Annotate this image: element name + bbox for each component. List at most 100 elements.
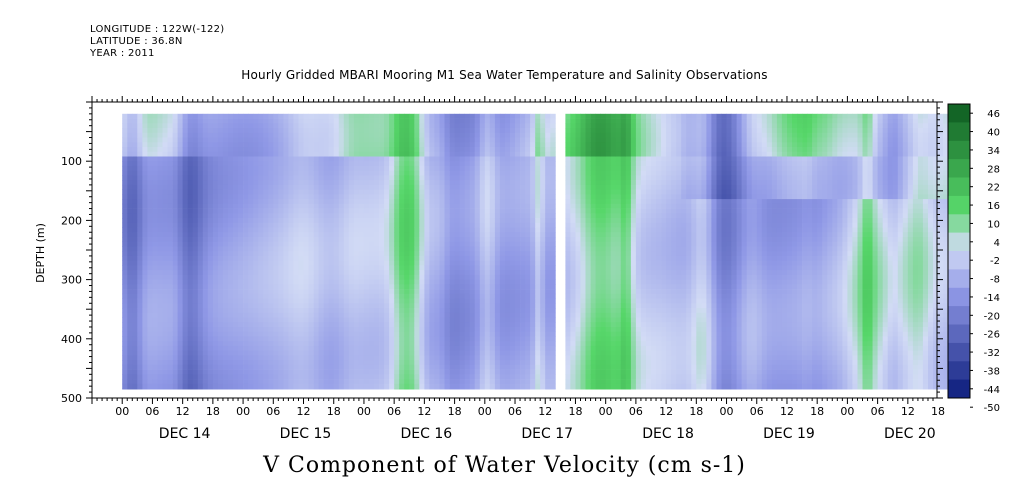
heatmap-cell xyxy=(389,222,395,228)
heatmap-cell xyxy=(278,317,284,323)
heatmap-cell xyxy=(389,379,395,385)
heatmap-cell xyxy=(318,170,324,176)
heatmap-cell xyxy=(137,189,143,195)
heatmap-cell xyxy=(233,350,239,356)
heatmap-cell xyxy=(510,180,516,186)
heatmap-cell xyxy=(212,113,219,119)
heatmap-cell xyxy=(217,137,224,143)
heatmap-cell xyxy=(379,317,385,323)
heatmap-cell xyxy=(379,142,385,148)
heatmap-cell xyxy=(293,260,299,266)
heatmap-cell xyxy=(248,327,254,333)
heatmap-cell xyxy=(217,142,224,148)
heatmap-cell xyxy=(459,260,465,266)
heatmap-cell xyxy=(494,369,501,375)
heatmap-cell xyxy=(152,251,158,257)
heatmap-cell xyxy=(122,161,128,167)
heatmap-cell xyxy=(338,165,345,171)
heatmap-cell xyxy=(313,327,319,333)
heatmap-cell xyxy=(369,232,375,238)
heatmap-cell xyxy=(469,289,476,295)
heatmap-cell xyxy=(217,303,224,309)
heatmap-cell xyxy=(389,322,395,328)
heatmap-cell xyxy=(474,369,481,375)
heatmap-cell xyxy=(217,237,224,243)
heatmap-cell xyxy=(338,161,345,167)
heatmap-cell xyxy=(152,331,158,337)
heatmap-cell xyxy=(389,308,395,314)
heatmap-cell xyxy=(510,345,516,351)
heatmap-cell xyxy=(233,218,239,224)
heatmap-cell xyxy=(338,260,345,266)
heatmap-cell xyxy=(303,237,309,243)
heatmap-cell xyxy=(449,369,455,375)
heatmap-cell xyxy=(228,232,234,238)
heatmap-cell xyxy=(207,322,214,328)
heatmap-cell xyxy=(177,241,183,247)
heatmap-cell xyxy=(358,151,365,157)
heatmap-cell xyxy=(278,388,284,390)
heatmap-cell xyxy=(308,142,314,148)
heatmap-cell xyxy=(525,147,531,153)
heatmap-cell xyxy=(152,156,158,162)
heatmap-cell xyxy=(308,341,314,347)
heatmap-cell xyxy=(197,279,204,285)
heatmap-cell xyxy=(233,165,239,171)
heatmap-cell xyxy=(132,379,138,385)
heatmap-cell xyxy=(233,170,239,176)
heatmap-cell xyxy=(283,213,289,219)
heatmap-cell xyxy=(459,137,465,143)
heatmap-cell xyxy=(484,312,491,318)
heatmap-cell xyxy=(137,341,143,347)
heatmap-cell xyxy=(142,213,148,219)
heatmap-cell xyxy=(202,194,209,200)
heatmap-cell xyxy=(469,331,476,337)
heatmap-cell xyxy=(217,165,224,171)
heatmap-cell xyxy=(212,270,219,276)
heatmap-cell xyxy=(454,255,460,261)
heatmap-cell xyxy=(132,336,138,342)
heatmap-cell xyxy=(192,128,199,134)
heatmap-cell xyxy=(505,132,511,138)
heatmap-cell xyxy=(278,147,284,153)
heatmap-cell xyxy=(278,355,284,361)
heatmap-cell xyxy=(187,161,194,167)
heatmap-cell xyxy=(288,289,294,295)
heatmap-cell xyxy=(303,341,309,347)
heatmap-cell xyxy=(520,203,526,209)
heatmap-cell xyxy=(313,208,319,214)
heatmap-cell xyxy=(358,317,365,323)
heatmap-cell xyxy=(444,284,450,290)
heatmap-cell xyxy=(540,118,546,124)
heatmap-cell xyxy=(162,189,168,195)
heatmap-cell xyxy=(298,364,304,370)
heatmap-cell xyxy=(333,327,340,333)
heatmap-cell xyxy=(323,303,330,309)
heatmap-cell xyxy=(404,156,410,162)
heatmap-cell xyxy=(192,312,199,318)
heatmap-cell xyxy=(358,379,365,385)
heatmap-cell xyxy=(308,312,314,318)
heatmap-cell xyxy=(459,251,465,257)
heatmap-cell xyxy=(238,199,244,205)
heatmap-cell xyxy=(243,227,249,233)
heatmap-cell xyxy=(474,175,481,181)
heatmap-cell xyxy=(374,165,380,171)
heatmap-cell xyxy=(419,194,425,200)
heatmap-cell xyxy=(217,260,224,266)
heatmap-cell xyxy=(489,194,496,200)
heatmap-cell xyxy=(444,265,450,271)
heatmap-cell xyxy=(510,170,516,176)
heatmap-cell xyxy=(258,147,264,153)
heatmap-cell xyxy=(363,147,370,153)
heatmap-cell xyxy=(469,213,476,219)
heatmap-cell xyxy=(333,199,340,205)
heatmap-cell xyxy=(152,336,158,342)
heatmap-cell xyxy=(202,246,209,252)
heatmap-cell xyxy=(222,369,229,375)
heatmap-cell xyxy=(499,137,506,143)
heatmap-cell xyxy=(222,132,229,138)
heatmap-cell xyxy=(474,147,481,153)
heatmap-cell xyxy=(328,284,335,290)
heatmap-cell xyxy=(152,289,158,295)
